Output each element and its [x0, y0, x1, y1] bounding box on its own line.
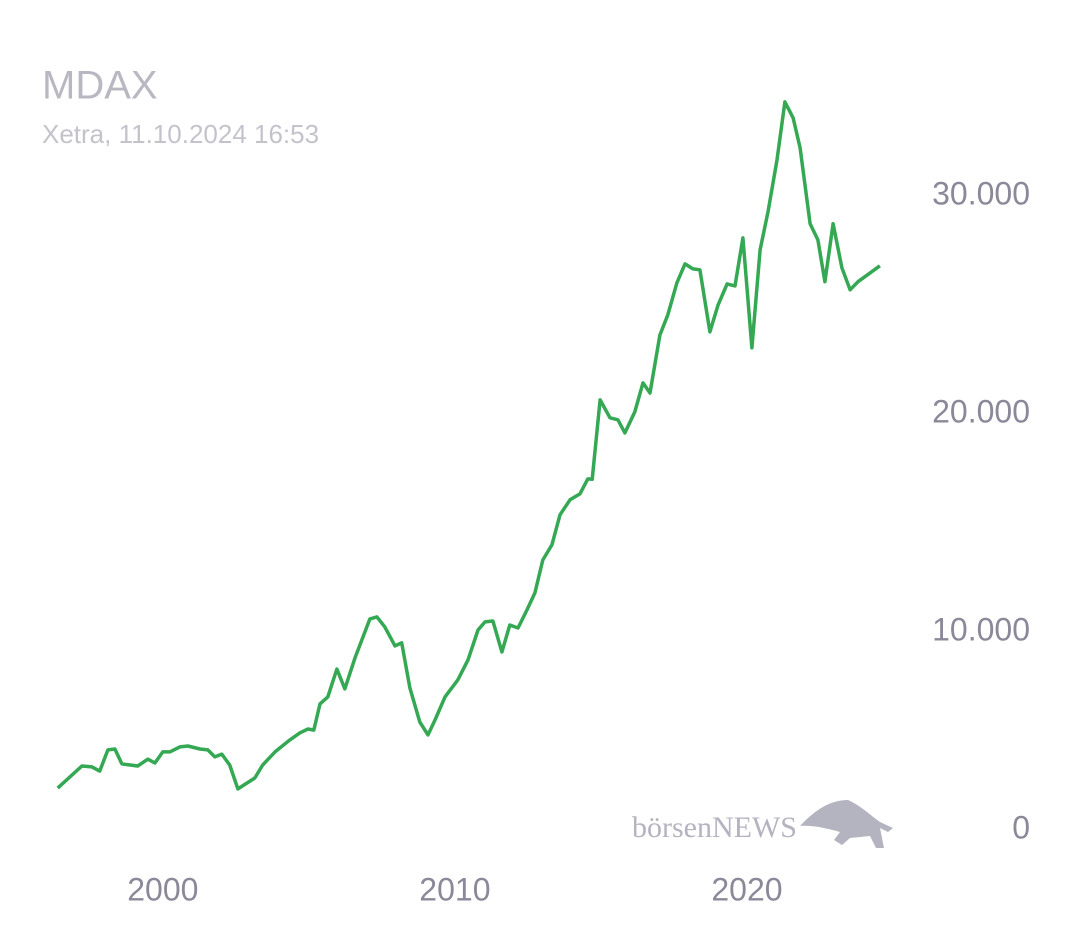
watermark: börsenNEWS	[632, 811, 797, 844]
x-tick-label: 2020	[711, 871, 782, 907]
x-tick-label: 2000	[127, 871, 198, 907]
chart-subtitle: Xetra, 11.10.2024 16:53	[42, 119, 319, 149]
y-tick-label: 30.000	[932, 175, 1030, 211]
x-tick-label: 2010	[419, 871, 490, 907]
y-tick-label: 0	[1012, 809, 1030, 845]
y-tick-label: 20.000	[932, 393, 1030, 429]
y-tick-label: 10.000	[932, 611, 1030, 647]
logo-bull	[800, 800, 893, 848]
chart-title: MDAX	[42, 64, 158, 108]
line	[56, 100, 881, 791]
